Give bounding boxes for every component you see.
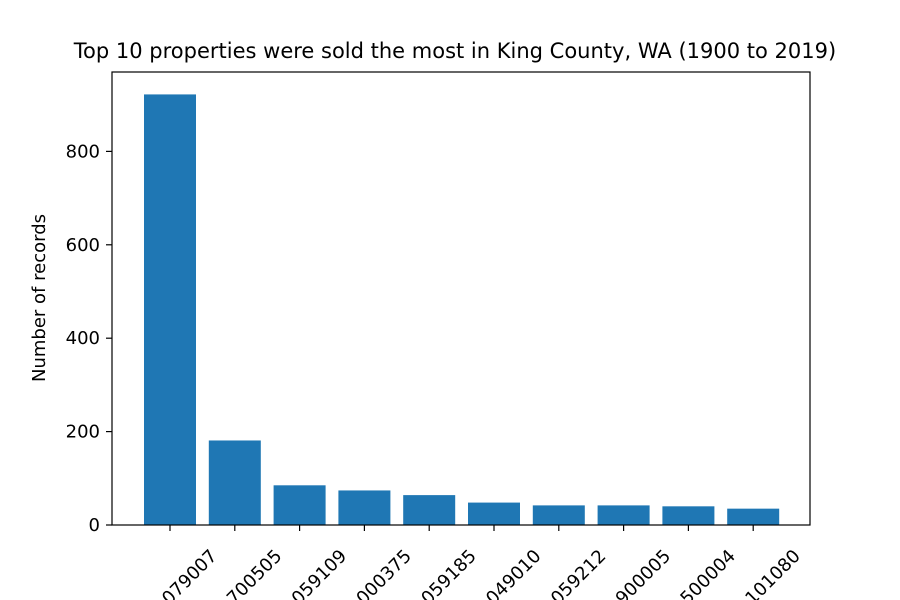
bar-059109 xyxy=(273,485,326,525)
x-tick-label: 079007 xyxy=(158,546,221,600)
x-tick-label: 059109 xyxy=(288,546,351,600)
y-axis-label: Number of records xyxy=(29,214,50,382)
x-tick-label: 059185 xyxy=(417,546,480,600)
bar-500004 xyxy=(662,506,715,525)
x-tick-label: 101080 xyxy=(741,546,804,600)
y-tick-label: 0 xyxy=(89,515,100,536)
chart-title: Top 10 properties were sold the most in … xyxy=(73,39,836,63)
x-axis: 079007 700505 059109 000375 059185 049010 0592… xyxy=(158,525,805,600)
x-tick-label: 049010 xyxy=(482,546,545,600)
y-axis: 0 200 400 600 800 xyxy=(66,141,112,536)
x-tick-label: 500004 xyxy=(676,546,739,600)
y-tick-label: 800 xyxy=(66,141,100,162)
bar-079007 xyxy=(144,94,196,525)
x-tick-label: 900005 xyxy=(612,546,675,600)
bars-group xyxy=(144,94,780,525)
y-tick-label: 600 xyxy=(66,235,100,256)
bar-700505 xyxy=(208,440,261,525)
bar-059185 xyxy=(403,495,456,525)
bar-000375 xyxy=(338,490,391,525)
bar-900005 xyxy=(597,505,650,525)
x-tick-label: 000375 xyxy=(352,546,415,600)
x-tick-label: 059212 xyxy=(547,546,610,600)
plot-frame xyxy=(111,71,811,526)
x-tick-label: 700505 xyxy=(223,546,286,600)
bar-101080 xyxy=(727,508,780,525)
y-tick-label: 400 xyxy=(66,328,100,349)
bar-049010 xyxy=(468,502,520,525)
y-tick-label: 200 xyxy=(66,422,100,443)
bar-059212 xyxy=(532,505,585,525)
